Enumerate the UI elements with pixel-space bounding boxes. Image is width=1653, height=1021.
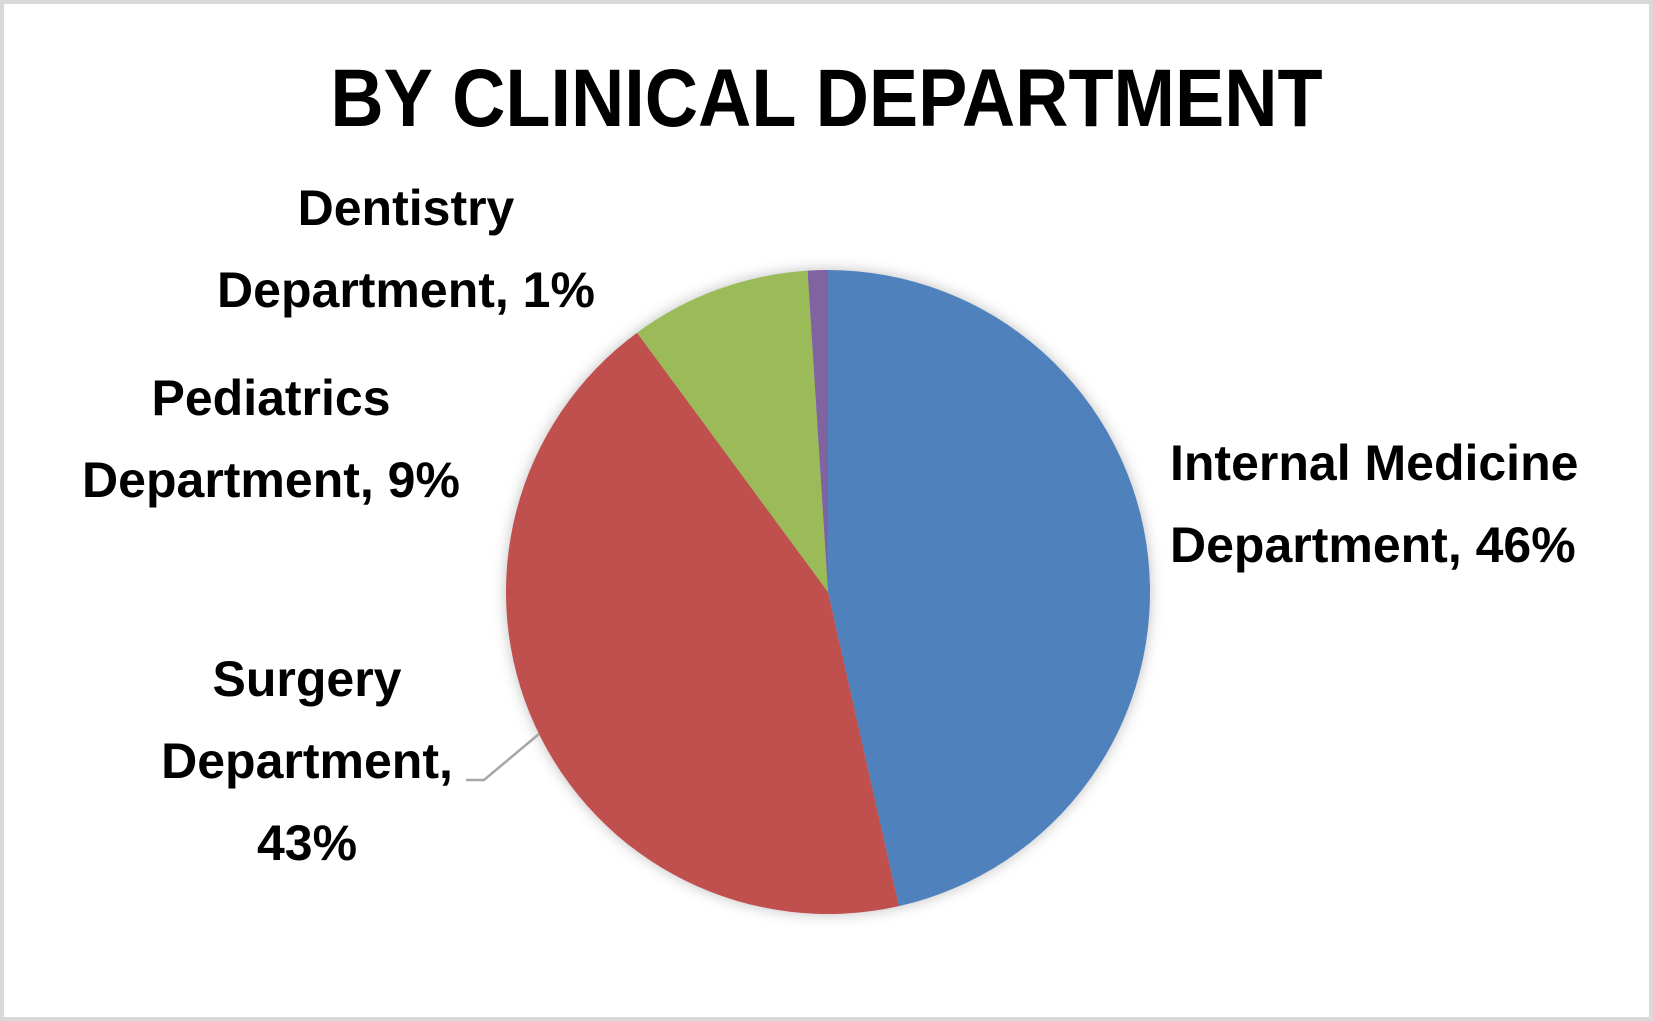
label-internal-medicine-department: Internal Medicine Department, 46% — [1170, 422, 1578, 586]
chart-title: BY CLINICAL DEPARTMENT — [330, 53, 1323, 144]
pie-slice-dentistry-department — [807, 270, 828, 592]
label-pediatrics-department: Pediatrics Department, 9% — [82, 357, 460, 521]
pie-slices — [505, 270, 1151, 915]
label-dentistry-department: Dentistry Department, 1% — [217, 167, 595, 331]
label-line: Internal Medicine — [1170, 435, 1579, 491]
pie-slice-pediatrics-department — [637, 270, 828, 592]
label-line: 43% — [256, 815, 358, 871]
pie-slice-internal-medicine-department — [828, 270, 1151, 907]
pie-chart — [466, 270, 1151, 915]
label-line: Department, — [161, 733, 453, 789]
label-surgery-department: Surgery Department, 43% — [161, 638, 453, 884]
label-line: Department, 46% — [1170, 517, 1576, 573]
label-line: Dentistry — [297, 180, 515, 236]
label-line: Pediatrics — [151, 370, 391, 426]
pie-slice-surgery-department — [505, 332, 899, 915]
label-line: Department, 9% — [82, 452, 460, 508]
leader-line-surgery — [466, 733, 540, 782]
label-line: Surgery — [212, 651, 402, 707]
label-line: Department, 1% — [217, 262, 595, 318]
